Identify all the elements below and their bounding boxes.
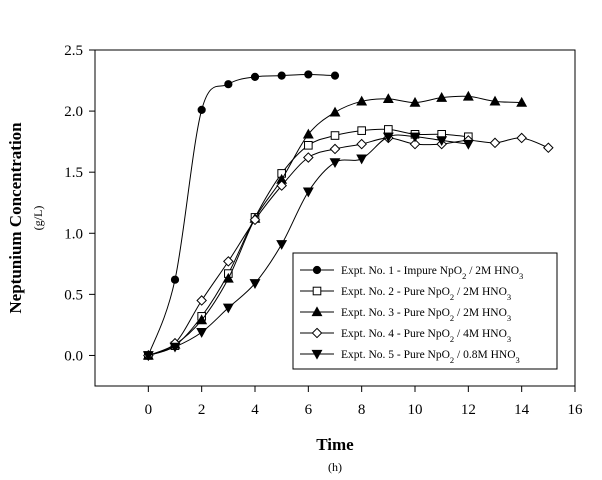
data-point xyxy=(224,80,233,89)
data-point xyxy=(409,96,421,107)
data-point xyxy=(356,138,367,150)
legend-label: Expt. No. 2 - Pure NpO2 / 2M HNO3 xyxy=(341,286,511,302)
y-tick-label: 1.5 xyxy=(64,165,83,181)
data-point xyxy=(382,93,394,104)
data-point xyxy=(196,314,208,325)
legend-box xyxy=(292,252,558,370)
x-tick-label: 2 xyxy=(198,402,206,418)
legend-label: Expt. No. 1 - Impure NpO2 / 2M HNO3 xyxy=(341,265,523,281)
legend-item-2: Expt. No. 2 - Pure NpO2 / 2M HNO3 xyxy=(300,286,511,302)
x-tick-label: 8 xyxy=(358,402,366,418)
y-tick-label: 2.0 xyxy=(64,104,83,120)
y-tick-label: 0.5 xyxy=(64,287,83,303)
series-5 xyxy=(142,132,474,362)
data-point xyxy=(169,342,181,353)
x-tick-label: 0 xyxy=(145,402,153,418)
legend-label: Expt. No. 3 - Pure NpO2 / 2M HNO3 xyxy=(341,307,511,323)
data-point xyxy=(356,95,368,106)
x-axis-unit: (h) xyxy=(328,460,342,474)
data-point xyxy=(302,128,314,139)
data-point xyxy=(356,154,368,165)
data-point xyxy=(249,214,261,226)
data-point xyxy=(196,295,207,306)
data-point xyxy=(489,137,501,149)
data-point xyxy=(276,240,288,250)
data-point xyxy=(222,303,234,314)
data-point xyxy=(303,152,314,163)
data-point xyxy=(304,70,313,79)
data-point xyxy=(462,90,474,101)
y-tick-label: 2.5 xyxy=(64,43,83,59)
x-tick-label: 16 xyxy=(568,402,584,418)
data-point xyxy=(382,132,394,143)
legend-item-4: Expt. No. 4 - Pure NpO2 / 4M HNO3 xyxy=(300,327,511,344)
data-point xyxy=(304,141,313,150)
data-point xyxy=(249,279,261,289)
legend-rows: Expt. No. 1 - Impure NpO2 / 2M HNO3 Expt.… xyxy=(300,265,523,365)
legend-label: Expt. No. 5 - Pure NpO2 / 0.8M HNO3 xyxy=(341,349,520,365)
legend-item-3: Expt. No. 3 - Pure NpO2 / 2M HNO3 xyxy=(300,306,511,323)
y-axis-title: Neptunium Concentration xyxy=(6,122,25,314)
legend-label: Expt. No. 4 - Pure NpO2 / 4M HNO3 xyxy=(341,328,511,344)
data-point xyxy=(384,125,393,134)
ticks-layer: 0 2 4 6 8 10 12 14 16 0.0 0.5 1.0 1.5 2.0 2.5 xyxy=(64,43,583,418)
data-point xyxy=(196,328,208,338)
legend-marker xyxy=(312,286,322,296)
data-point xyxy=(142,351,154,362)
legend-item-5: Expt. No. 5 - Pure NpO2 / 0.8M HNO3 xyxy=(300,349,520,365)
data-point xyxy=(357,126,366,135)
x-tick-label: 10 xyxy=(408,402,423,418)
x-tick-label: 6 xyxy=(305,402,313,418)
data-point xyxy=(170,275,180,284)
data-point xyxy=(329,158,341,169)
data-point xyxy=(197,105,206,114)
x-tick-label: 4 xyxy=(251,402,259,418)
series-line xyxy=(148,137,549,356)
data-point xyxy=(489,95,501,106)
data-point xyxy=(543,142,554,154)
data-point xyxy=(276,180,287,191)
legend-marker xyxy=(311,306,323,317)
legend-marker xyxy=(312,265,322,275)
data-point xyxy=(516,96,528,107)
legend: Expt. No. 1 - Impure NpO2 / 2M HNO3 Expt.… xyxy=(292,252,558,370)
series-4 xyxy=(143,132,554,361)
y-tick-label: 1.0 xyxy=(64,226,83,242)
data-point xyxy=(330,71,340,80)
data-point xyxy=(329,106,341,117)
data-point xyxy=(330,131,340,140)
data-point xyxy=(223,256,234,267)
data-point xyxy=(222,272,234,283)
data-point xyxy=(436,136,448,147)
x-axis-title: Time xyxy=(316,435,354,454)
legend-marker xyxy=(311,327,323,339)
data-point xyxy=(302,187,314,198)
legend-marker xyxy=(311,349,323,360)
x-tick-label: 12 xyxy=(461,402,476,418)
x-tick-label: 14 xyxy=(514,402,530,418)
data-point xyxy=(409,138,421,150)
data-point xyxy=(277,71,286,80)
data-point xyxy=(250,72,260,81)
legend-item-1: Expt. No. 1 - Impure NpO2 / 2M HNO3 xyxy=(300,265,523,281)
data-point xyxy=(436,92,448,102)
data-point xyxy=(409,132,421,143)
y-tick-label: 0.0 xyxy=(64,348,83,364)
y-axis-unit: (g/L) xyxy=(31,206,45,231)
plot-frame xyxy=(94,49,576,387)
data-point xyxy=(329,143,341,155)
series-layer xyxy=(142,70,554,362)
data-point xyxy=(516,132,527,144)
data-point xyxy=(462,139,474,150)
